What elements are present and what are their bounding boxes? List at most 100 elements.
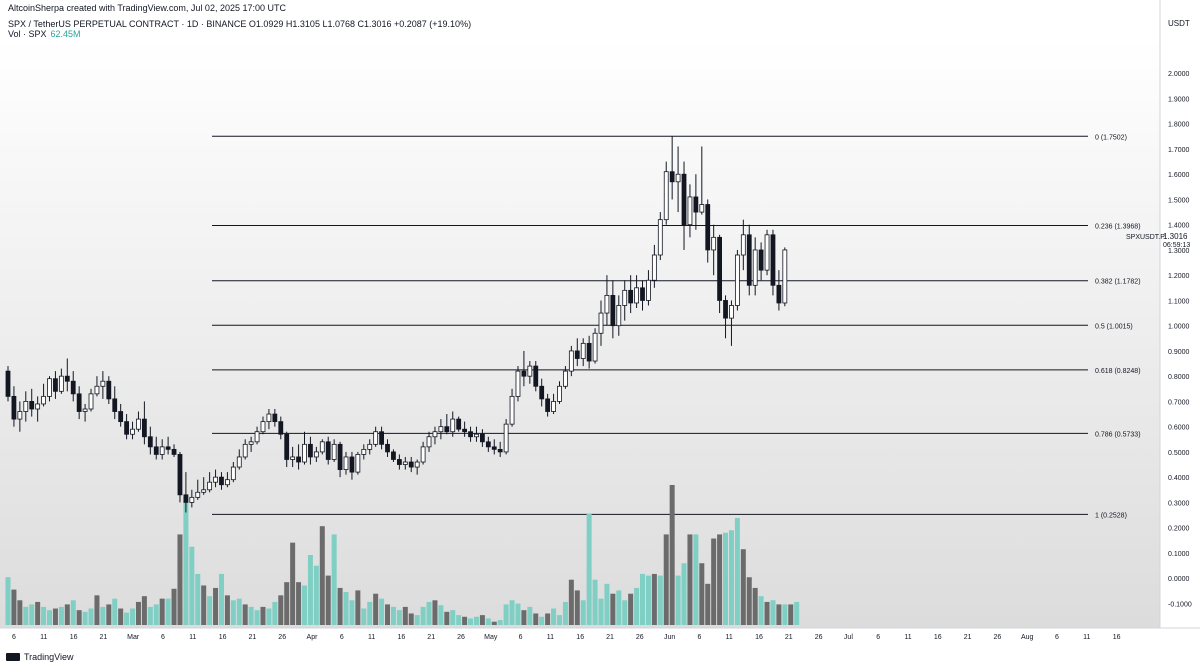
volume-bar (408, 613, 414, 625)
time-tick-label: 11 (904, 634, 911, 641)
volume-bar (218, 573, 224, 625)
candle-down (11, 395, 17, 420)
volume-bar (509, 600, 515, 625)
candle-down (408, 461, 414, 468)
volume-bar (675, 575, 681, 625)
candle-down (485, 441, 491, 448)
candle-down (723, 300, 728, 319)
time-tick-label: 6 (1055, 634, 1059, 641)
symbol-tag: SPXUSDT.P (1126, 234, 1165, 241)
volume-bar (17, 600, 23, 625)
candle-up (527, 365, 533, 377)
candle-down (669, 171, 675, 183)
volume-bar (645, 575, 651, 625)
volume-bar (533, 613, 539, 625)
price-tick-label: 0.9000 (1168, 349, 1190, 356)
candle-down (5, 370, 11, 397)
candle-down (153, 446, 159, 455)
volume-bar (183, 497, 189, 625)
volume-bar (35, 601, 41, 625)
time-tick-label: 21 (964, 634, 972, 641)
price-tick-label: 0.4000 (1168, 475, 1190, 482)
volume-bar (604, 583, 610, 625)
candle-up (551, 401, 556, 412)
candle-up (580, 342, 586, 359)
candle-up (189, 496, 195, 503)
symbol-info[interactable]: SPX / TetherUS PERPETUAL CONTRACT · 1D ·… (8, 19, 472, 29)
volume-bar (189, 546, 195, 625)
price-tick-label: 1.5000 (1168, 197, 1190, 204)
volume-bar (112, 598, 118, 625)
price-axis[interactable]: 2.0000 1.9000 1.8000 1.7000 1.6000 1.5000 1.40… (1168, 71, 1192, 608)
time-tick-label: 11 (726, 634, 733, 641)
candle-down (491, 446, 497, 450)
candle-down (746, 234, 752, 286)
candle-up (711, 236, 717, 251)
candle-up (136, 418, 141, 430)
candle-down (758, 249, 764, 271)
candle-down (278, 421, 284, 435)
volume-info[interactable]: Vol · SPX 62.45M (8, 29, 81, 39)
price-tick-label: 0.8000 (1168, 374, 1190, 381)
candle-up (355, 454, 361, 473)
candle-down (171, 448, 177, 455)
volume-bar (118, 608, 124, 625)
volume-bar (562, 601, 568, 625)
candle-down (284, 433, 290, 460)
volume-bar (551, 608, 557, 625)
tradingview-logo[interactable]: TradingView (6, 652, 74, 662)
candle-up (402, 461, 408, 465)
time-tick-label: 16 (219, 634, 227, 641)
candle-down (610, 294, 616, 327)
time-tick-label: Apr (307, 634, 319, 641)
candle-down (112, 398, 118, 412)
candle-down (53, 378, 58, 392)
price-tick-label: 2.0000 (1168, 71, 1190, 78)
candle-up (740, 234, 746, 256)
volume-bar (331, 534, 337, 625)
candle-up (474, 433, 479, 438)
candle-down (586, 342, 592, 362)
volume-bar (23, 606, 29, 625)
candle-down (29, 401, 35, 410)
tradingview-logo-text: TradingView (24, 652, 74, 662)
volume-bar (290, 542, 296, 625)
time-tick-label: 11 (40, 634, 47, 641)
volume-bar (260, 606, 266, 625)
candle-down (545, 398, 551, 412)
volume-bar (728, 530, 734, 625)
candle-up (225, 479, 230, 486)
volume-bar (580, 600, 586, 625)
candle-up (100, 380, 106, 387)
volume-bar (124, 612, 130, 625)
time-axis[interactable]: 6 11 16 21 Mar 6 11 16 21 26 Apr 6 11 16 21 26 May 6 11 16 2… (12, 634, 1121, 641)
volume-bar (705, 583, 711, 625)
volume-bar (473, 616, 479, 625)
volume-bar (130, 608, 136, 625)
candle-down (770, 234, 776, 286)
volume-bar (663, 534, 669, 625)
volume-bar (634, 587, 640, 625)
volume-bar (230, 600, 236, 625)
volume-bar (47, 610, 53, 625)
price-tick-label: 0.6000 (1168, 425, 1190, 432)
volume-bar (640, 573, 646, 625)
volume-bar (432, 600, 438, 625)
volume-bar (776, 604, 782, 625)
price-tick-label: 1.8000 (1168, 122, 1190, 129)
volume-bar (343, 592, 349, 625)
fib-level-label: 1 (0.2528) (1095, 512, 1127, 519)
time-tick-label: 11 (1083, 634, 1090, 641)
volume-bar (758, 596, 764, 625)
candle-up (616, 305, 622, 327)
candle-down (479, 433, 485, 443)
candle-up (568, 350, 574, 372)
candle-down (681, 173, 687, 226)
price-tick-label: 0.3000 (1168, 500, 1190, 507)
volume-bar (450, 610, 456, 625)
candle-down (325, 441, 331, 460)
candle-up (373, 431, 379, 445)
bar-countdown: 06:59:13 (1163, 242, 1190, 249)
volume-bar (236, 598, 242, 625)
